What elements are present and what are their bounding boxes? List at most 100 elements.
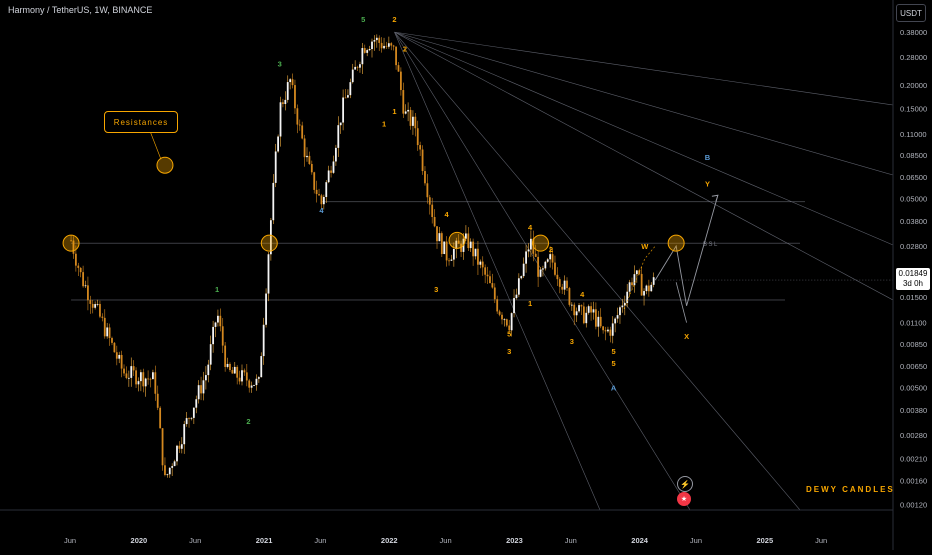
candle-body: [421, 149, 424, 172]
candle-body: [493, 287, 496, 300]
candle-body: [578, 305, 580, 312]
candle-body: [534, 253, 537, 257]
currency-button[interactable]: USDT: [896, 4, 926, 22]
candle-body: [279, 102, 282, 137]
candle-body: [103, 317, 106, 337]
x-tick-label: Jun: [314, 536, 326, 545]
y-tick-label: 0.00380: [900, 406, 927, 415]
candle-body: [185, 418, 188, 425]
candle-body: [265, 293, 267, 325]
candle-body: [156, 393, 159, 408]
candle-body: [424, 171, 426, 184]
wave-label: X: [684, 332, 689, 341]
candle-body: [491, 283, 494, 288]
candle-body: [77, 265, 80, 268]
lightning-icon[interactable]: ⚡: [677, 476, 693, 492]
candle-body: [474, 248, 477, 257]
candle-body: [631, 282, 633, 286]
candle-body: [643, 291, 645, 296]
candle-body: [556, 274, 559, 280]
candle-body: [82, 272, 85, 287]
candle-body: [255, 378, 258, 386]
x-axis: Jun 2020 Jun 2021 Jun 2022 Jun 2023 Jun 2024 Jun 20…: [0, 509, 893, 545]
candle-body: [349, 82, 352, 96]
candle-body: [419, 145, 422, 150]
candle-body: [522, 263, 525, 277]
candle-body: [363, 48, 366, 53]
candle-body: [212, 326, 215, 345]
candle-body: [308, 155, 311, 164]
wave-label: 1: [215, 285, 219, 294]
candle-body: [542, 268, 544, 270]
candle-body: [640, 273, 643, 296]
x-tick-label: 2021: [256, 536, 273, 545]
highlight-circles-layer: [62, 130, 685, 252]
wave-label: 3: [570, 337, 574, 346]
wave-label: B: [705, 153, 711, 162]
wave-label: 3: [434, 285, 438, 294]
y-tick-label: 0.08500: [900, 151, 927, 160]
candle-body: [602, 326, 605, 331]
y-tick-label: 0.06500: [900, 173, 927, 182]
x-tick-label: Jun: [690, 536, 702, 545]
candle-body: [344, 97, 347, 99]
candle-body: [286, 82, 289, 100]
candle-body: [267, 254, 270, 294]
candle-body: [130, 366, 133, 378]
candle-body: [149, 378, 152, 380]
candle-body: [127, 377, 130, 379]
candle-body: [416, 128, 419, 146]
us-flag-icon[interactable]: ★: [677, 492, 691, 506]
candle-body: [310, 163, 313, 173]
candle-body: [647, 285, 650, 292]
candle-body: [580, 305, 583, 307]
candle-body: [616, 315, 619, 319]
wave-label: 2: [392, 15, 396, 24]
candle-body: [226, 363, 229, 367]
candle-body: [101, 316, 104, 318]
x-tick-label: 2022: [381, 536, 398, 545]
wave-label: 4: [319, 206, 324, 215]
candle-body: [464, 233, 467, 239]
candle-body: [633, 274, 636, 286]
candle-body: [638, 270, 641, 274]
wave-label: 3: [507, 347, 511, 356]
candle-body: [537, 256, 540, 277]
candle-body: [496, 299, 499, 312]
resistance-circle: [532, 234, 550, 252]
candle-body: [590, 306, 592, 313]
candle-body: [395, 46, 397, 66]
candle-body: [94, 304, 97, 308]
candle-body: [260, 356, 263, 378]
candle-body: [306, 155, 308, 158]
wave-label: 2: [403, 45, 407, 54]
candle-body: [368, 49, 371, 51]
y-tick-label: 0.15000: [900, 104, 927, 113]
candle-body: [481, 261, 484, 268]
candle-body: [650, 284, 653, 292]
y-tick-label: 0.11000: [900, 130, 927, 139]
candle-body: [132, 366, 135, 371]
watermark: DEWY CANDLES: [806, 485, 895, 494]
candle-body: [356, 66, 359, 68]
candle-body: [457, 240, 460, 244]
y-tick-label: 0.00160: [900, 477, 927, 486]
candle-body: [91, 303, 94, 308]
fan-trendline: [394, 32, 601, 511]
wave-label: 5: [361, 15, 365, 24]
candle-body: [118, 354, 121, 359]
candle-body: [505, 319, 508, 326]
x-tick-label: Jun: [815, 536, 827, 545]
candle-body: [525, 251, 527, 264]
candle-body: [253, 385, 255, 386]
candle-body: [164, 465, 166, 475]
candle-body: [515, 294, 518, 299]
candle-body: [390, 43, 393, 46]
candle-body: [111, 338, 113, 343]
candle-body: [245, 372, 248, 381]
candle-body: [315, 189, 318, 195]
candle-body: [585, 312, 588, 324]
